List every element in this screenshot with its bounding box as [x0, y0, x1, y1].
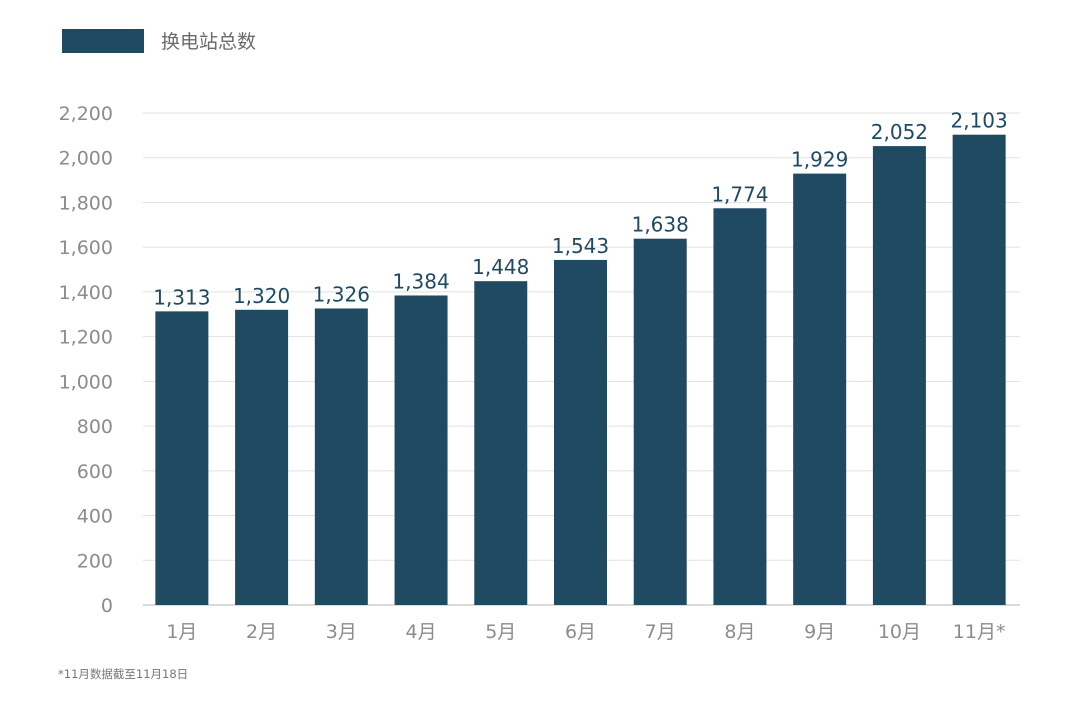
y-tick-label: 1,200 — [59, 327, 113, 349]
bar — [633, 238, 687, 605]
data-label: 1,929 — [791, 148, 848, 172]
y-tick-label: 200 — [77, 550, 113, 572]
y-tick-label: 1,800 — [59, 192, 113, 214]
legend-swatch — [62, 28, 144, 53]
x-tick-label: 6月 — [565, 621, 596, 643]
x-tick-label: 2月 — [246, 621, 277, 643]
data-label: 1,543 — [552, 234, 609, 258]
y-tick-label: 400 — [77, 506, 113, 528]
x-tick-label: 3月 — [326, 621, 357, 643]
data-label: 2,103 — [951, 109, 1008, 133]
x-tick-label: 10月 — [878, 621, 921, 643]
bar — [713, 208, 767, 605]
data-label: 1,313 — [153, 285, 210, 309]
data-label: 1,326 — [313, 282, 370, 306]
y-tick-label: 2,200 — [59, 103, 113, 125]
y-tick-label: 1,000 — [59, 371, 113, 393]
y-tick-label: 1,600 — [59, 237, 113, 259]
legend: 换电站总数 — [62, 27, 256, 54]
bar — [394, 295, 448, 605]
bar — [235, 309, 289, 605]
y-tick-label: 0 — [101, 595, 113, 617]
x-tick-label: 7月 — [645, 621, 676, 643]
y-tick-label: 800 — [77, 416, 113, 438]
x-tick-label: 11月* — [953, 621, 1006, 643]
x-tick-label: 8月 — [724, 621, 755, 643]
footnote: *11月数据截至11月18日 — [58, 667, 189, 681]
bar — [554, 259, 607, 605]
x-tick-label: 4月 — [405, 621, 436, 643]
x-tick-label: 5月 — [485, 621, 516, 643]
data-label: 1,638 — [632, 213, 689, 237]
bar — [314, 308, 368, 605]
y-tick-label: 1,400 — [59, 282, 113, 304]
bar — [952, 134, 1006, 605]
bar — [793, 173, 847, 605]
data-label: 1,774 — [711, 182, 768, 206]
data-label: 1,320 — [233, 284, 290, 308]
bar — [474, 281, 528, 605]
data-label: 1,448 — [472, 255, 529, 279]
y-tick-label: 600 — [77, 461, 113, 483]
legend-label: 换电站总数 — [161, 31, 257, 53]
x-tick-label: 1月 — [166, 621, 197, 643]
y-tick-label: 2,000 — [59, 148, 113, 170]
data-label: 2,052 — [871, 120, 928, 144]
x-tick-label: 9月 — [804, 621, 835, 643]
data-label: 1,384 — [392, 269, 449, 293]
bar — [872, 146, 926, 605]
bar — [155, 311, 209, 605]
